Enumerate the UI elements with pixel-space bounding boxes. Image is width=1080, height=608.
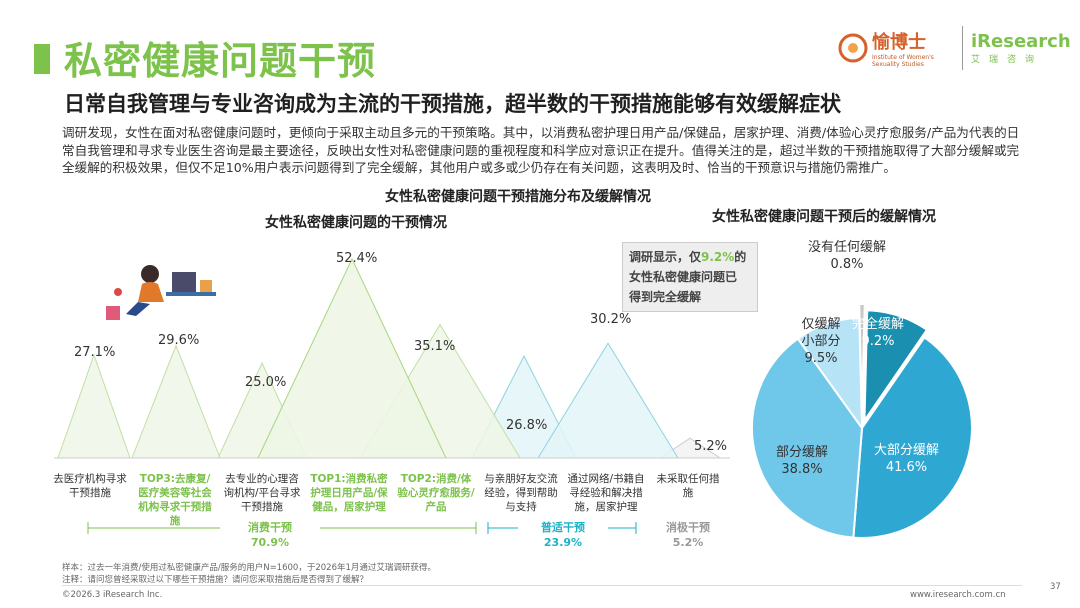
category-label-care-products: TOP1:消费私密护理日用产品/保健品，居家护理 (310, 473, 388, 513)
copyright: ©2026.3 iResearch Inc. (62, 590, 163, 600)
pie-slice-2 (751, 337, 864, 539)
logo-area: 愉博士 Institute of Women's Sexuality Studi… (838, 22, 1071, 74)
value-label-healing: 35.1% (414, 339, 456, 354)
pie-label-complete-name: 完全缓解 (852, 317, 905, 332)
footer-divider (62, 585, 1022, 586)
value-label-rehab: 29.6% (158, 333, 200, 348)
group-universal: 普适干预 23.9% (518, 520, 608, 550)
group-consumption-value: 70.9% (250, 536, 290, 549)
pie-slice-1 (852, 336, 973, 539)
group-universal-name: 普适干预 (541, 521, 585, 534)
pie-label-most-value: 41.6% (885, 460, 928, 475)
category-label-online: 通过网络/书籍自寻经验和解决措施，居家护理 (567, 473, 645, 513)
value-label-online: 30.2% (590, 312, 632, 327)
yuboshi-logo-text: 愉博士 (872, 32, 926, 53)
intervention-chart-title: 女性私密健康问题的干预情况 (265, 215, 447, 231)
group-universal-value: 23.9% (543, 536, 583, 549)
title-accent-bar (34, 44, 50, 74)
value-label-care-products: 52.4% (336, 251, 378, 266)
pie-label-none-name: 没有任何缓解 (808, 240, 887, 255)
page-subtitle: 日常自我管理与专业咨询成为主流的干预措施，超半数的干预措施能够有效缓解症状 (64, 92, 841, 116)
page-number: 37 (1050, 582, 1061, 592)
callout-line1c: 的 (734, 250, 747, 264)
category-label-none: 未采取任何措施 (656, 473, 720, 499)
iresearch-logo-subtext: 艾瑞咨询 (971, 55, 1044, 65)
pie-label-none: 没有任何缓解 0.8% (808, 239, 886, 273)
group-negative-value: 5.2% (672, 536, 704, 549)
pie-label-most: 大部分缓解 41.6% (874, 442, 939, 476)
question-note: 注释：请问您曾经采取过以下哪些干预措施？请问您采取措施后是否得到了缓解？ (62, 575, 369, 585)
category-label-medical: 去医疗机构寻求干预措施 (53, 473, 127, 499)
group-consumption: 消费干预 70.9% (220, 520, 320, 550)
category-label-friends: 与亲朋好友交流经验，得到帮助与支持 (484, 473, 558, 513)
value-label-none: 5.2% (694, 439, 728, 454)
intro-paragraph: 调研发现，女性在面对私密健康问题时，更倾向于采取主动且多元的干预策略。其中，以消… (62, 125, 1020, 175)
callout-line3: 得到完全缓解 (629, 290, 702, 304)
yuboshi-logo-icon (838, 33, 868, 63)
website: www.iresearch.com.cn (910, 590, 1006, 600)
callout-box: 调研显示，仅9.2%的 女性私密健康问题已 得到完全缓解 (622, 242, 758, 312)
pie-label-most-name: 大部分缓解 (874, 443, 940, 458)
pie-label-complete: 完全缓解 9.2% (852, 316, 904, 350)
callout-line2: 女性私密健康问题已 (629, 270, 738, 284)
pie-label-partial-name: 部分缓解 (776, 445, 829, 460)
logo-separator (962, 26, 963, 70)
pie-slice-0 (863, 309, 929, 424)
woman-at-desk-illustration (106, 265, 216, 320)
category-label-psych: 去专业的心理咨询机构/平台寻求干预措施 (223, 473, 301, 513)
value-label-medical: 27.1% (74, 345, 116, 360)
pie-label-small-name: 仅缓解小部分 (801, 317, 841, 349)
pie-label-partial-value: 38.8% (781, 462, 823, 477)
value-label-friends: 26.8% (506, 418, 548, 433)
category-label-healing: TOP2:消费/体验心灵疗愈服务/产品 (397, 473, 475, 513)
category-label-rehab: TOP3:去康复/医疗美容等社会机构寻求干预措施 (138, 473, 212, 527)
pie-label-none-value: 0.8% (830, 257, 864, 272)
group-negative-name: 消极干预 (666, 521, 710, 534)
pie-label-small-value: 9.5% (804, 351, 838, 366)
yuboshi-logo-subtext: Institute of Women's Sexuality Studies (872, 54, 934, 68)
group-consumption-name: 消费干预 (248, 521, 292, 534)
sample-note: 样本：过去一年消费/使用过私密健康产品/服务的用户N=1600，于2026年1月… (62, 563, 436, 573)
pie-slice-4 (858, 303, 866, 415)
pie-label-complete-value: 9.2% (861, 334, 895, 349)
pie-label-small: 仅缓解小部分 9.5% (796, 316, 846, 367)
callout-highlight: 9.2% (701, 250, 735, 264)
pie-label-partial: 部分缓解 38.8% (776, 444, 828, 478)
value-label-psych: 25.0% (245, 375, 287, 390)
relief-chart-title: 女性私密健康问题干预后的缓解情况 (712, 209, 936, 225)
iresearch-logo-text: iResearch (971, 31, 1071, 52)
page-title: 私密健康问题干预 (64, 39, 377, 83)
group-negative: 消极干预 5.2% (648, 520, 728, 550)
figure-title: 女性私密健康问题干预措施分布及缓解情况 (385, 189, 651, 205)
callout-line1a: 调研显示，仅 (629, 250, 702, 264)
